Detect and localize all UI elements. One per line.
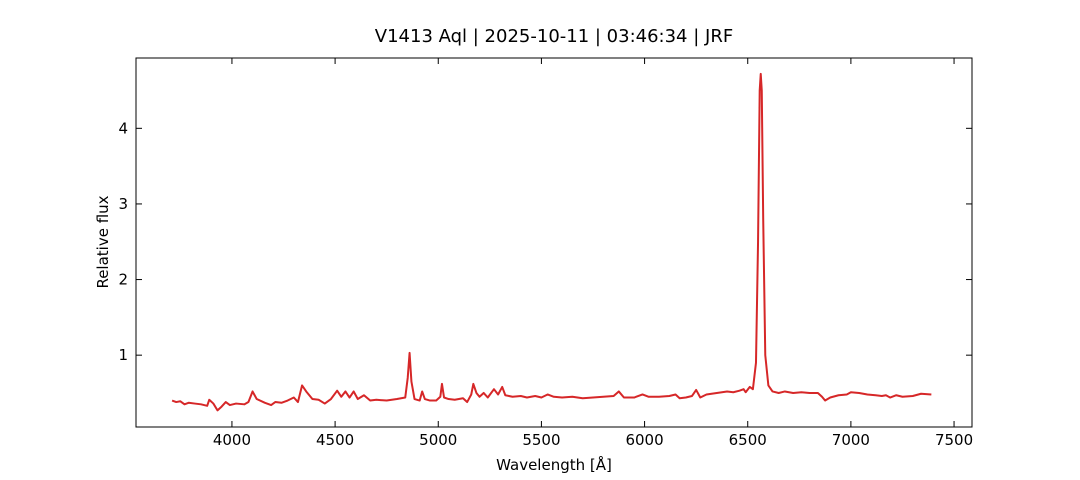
y-tick-label: 1 bbox=[118, 346, 128, 364]
y-tick-label: 4 bbox=[118, 119, 128, 137]
y-axis-label: Relative flux bbox=[94, 195, 112, 288]
y-tick-label: 3 bbox=[118, 195, 128, 213]
x-tick-label: 4000 bbox=[213, 431, 251, 449]
y-tick-label: 2 bbox=[118, 271, 128, 289]
x-axis-label: Wavelength [Å] bbox=[496, 455, 612, 474]
x-tick-label: 7500 bbox=[935, 431, 973, 449]
chart-title: V1413 Aql | 2025-10-11 | 03:46:34 | JRF bbox=[375, 26, 733, 47]
x-tick-label: 7000 bbox=[832, 431, 870, 449]
x-tick-label: 6500 bbox=[729, 431, 767, 449]
plot-frame bbox=[135, 57, 973, 428]
x-tick-label: 6000 bbox=[625, 431, 663, 449]
spectrum-line bbox=[171, 72, 932, 412]
x-tick-label: 4500 bbox=[316, 431, 354, 449]
x-tick-label: 5000 bbox=[419, 431, 457, 449]
x-tick-label: 5500 bbox=[522, 431, 560, 449]
